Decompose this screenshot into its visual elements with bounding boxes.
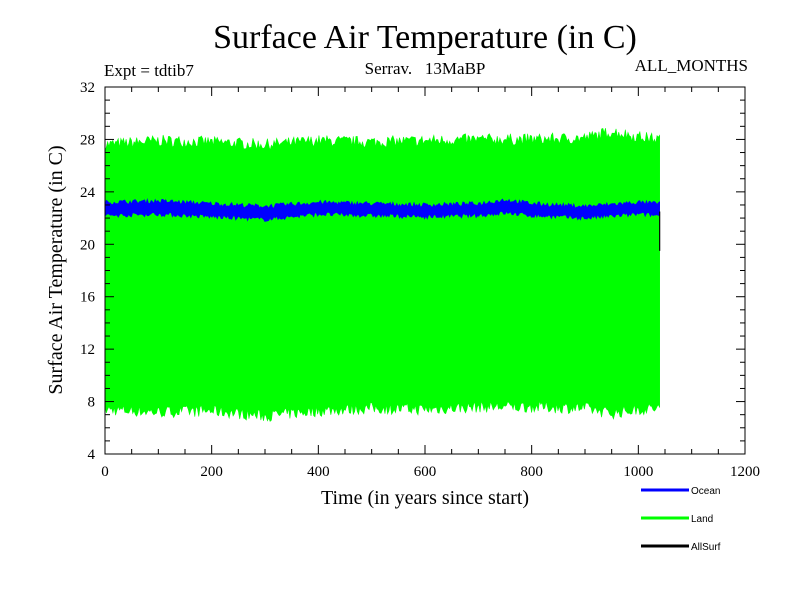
chart-subtitle: Serrav. 13MaBP <box>365 59 486 78</box>
plot-area <box>104 127 661 422</box>
y-tick-label: 24 <box>80 185 96 201</box>
legend: Ocean Land AllSurf <box>641 486 721 553</box>
period-label: ALL_MONTHS <box>635 56 748 75</box>
chart-title: Surface Air Temperature (in C) <box>213 19 637 56</box>
axes: 0 200 400 600 800 1000 1200 4 8 12 16 20 24 28 32 <box>80 80 760 480</box>
x-tick-label: 200 <box>200 464 223 480</box>
y-tick-label: 32 <box>80 80 95 96</box>
x-tick-label: 0 <box>101 464 109 480</box>
x-tick-label: 400 <box>307 464 330 480</box>
legend-label-ocean: Ocean <box>691 486 720 497</box>
x-tick-label: 800 <box>520 464 543 480</box>
y-tick-label: 16 <box>80 290 96 306</box>
y-axis-label: Surface Air Temperature (in C) <box>45 145 67 394</box>
y-tick-label: 8 <box>88 395 96 411</box>
y-tick-label: 20 <box>80 237 95 253</box>
x-tick-label: 1200 <box>730 464 760 480</box>
y-tick-label: 4 <box>88 447 96 463</box>
legend-label-land: Land <box>691 514 713 525</box>
x-tick-label: 1000 <box>623 464 653 480</box>
series-land <box>104 127 660 422</box>
x-tick-label: 600 <box>414 464 437 480</box>
experiment-label: Expt = tdtib7 <box>104 61 194 80</box>
legend-label-allsurf: AllSurf <box>691 542 721 553</box>
y-tick-label: 28 <box>80 132 95 148</box>
y-tick-label: 12 <box>80 342 95 358</box>
x-axis-label: Time (in years since start) <box>321 487 529 509</box>
